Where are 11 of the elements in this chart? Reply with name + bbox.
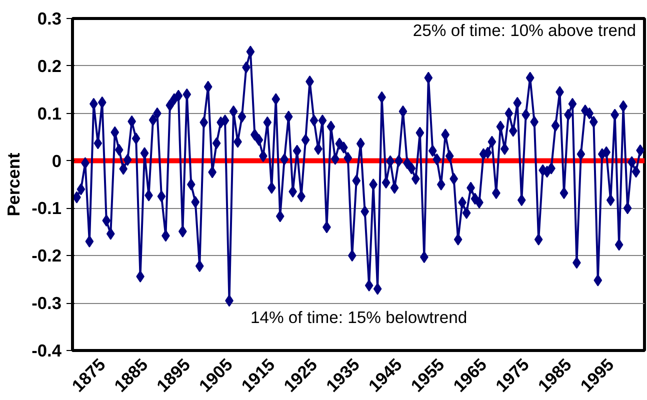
y-tick-label: 0.1 <box>37 103 62 124</box>
y-tick-label: -0.3 <box>32 293 62 314</box>
annotation: 14% of time: 15% belowtrend <box>250 308 468 327</box>
y-axis-title: Percent <box>4 152 24 216</box>
y-tick-label: -0.1 <box>32 198 62 218</box>
y-tick-label: -0.2 <box>32 246 62 266</box>
y-tick-label: -0.4 <box>32 340 62 360</box>
y-tick-label: 0 <box>52 150 62 171</box>
y-tick-label: 0.3 <box>37 8 62 28</box>
y-tick-label: 0.2 <box>37 56 62 76</box>
annotation: 25% of time: 10% above trend <box>412 20 636 40</box>
